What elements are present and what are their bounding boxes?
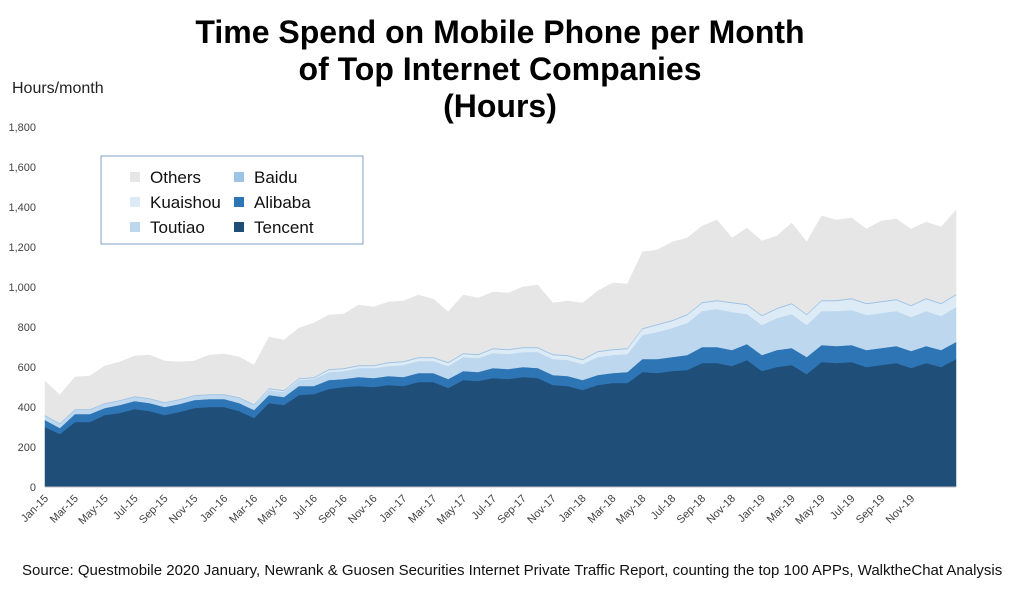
x-tick-label: Nov-18 xyxy=(705,493,739,527)
x-tick-label: Jan-17 xyxy=(377,493,409,525)
y-tick-label: 1,200 xyxy=(8,242,36,254)
y-tick-label: 800 xyxy=(18,322,36,334)
series-areas xyxy=(44,209,957,488)
y-tick-label: 200 xyxy=(18,442,36,454)
x-tick-label: May-16 xyxy=(256,493,290,527)
legend-label-tencent: Tencent xyxy=(254,218,314,237)
x-tick-label: Mar-16 xyxy=(227,493,260,526)
chart-title: Time Spend on Mobile Phone per Month of … xyxy=(195,14,805,124)
legend-swatch-alibaba xyxy=(234,197,244,207)
x-tick-label: Mar-15 xyxy=(48,493,81,526)
y-axis-label: Hours/month xyxy=(12,80,104,97)
legend-swatch-others xyxy=(130,172,140,182)
legend-label-alibaba: Alibaba xyxy=(254,193,311,212)
x-tick-label: May-18 xyxy=(614,493,648,527)
legend: Others Baidu Kuaishou Alibaba Toutiao Tencent xyxy=(100,155,364,245)
x-tick-label: Mar-19 xyxy=(765,493,798,526)
x-tick-label: Nov-16 xyxy=(346,493,380,527)
x-tick-label: Sep-17 xyxy=(495,493,529,527)
x-tick-label: May-19 xyxy=(793,493,827,527)
x-tick-label: Nov-19 xyxy=(884,493,918,527)
x-tick-label: Jan-15 xyxy=(19,493,51,525)
legend-label-toutiao: Toutiao xyxy=(150,218,205,237)
x-tick-label: Sep-15 xyxy=(137,493,171,527)
y-tick-label: 1,400 xyxy=(8,202,36,214)
legend-label-baidu: Baidu xyxy=(254,168,297,187)
y-tick-label: 600 xyxy=(18,362,36,374)
x-tick-label: Nov-15 xyxy=(167,493,201,527)
y-ticks: 0 200 400 600 800 1,000 1,200 1,400 1,600 1,800 xyxy=(8,122,36,494)
legend-swatch-kuaishou xyxy=(130,197,140,207)
legend-box xyxy=(100,155,364,245)
x-tick-label: Sep-18 xyxy=(675,493,709,527)
y-tick-label: 1,800 xyxy=(8,122,36,134)
area-others xyxy=(44,209,957,424)
y-tick-label: 0 xyxy=(30,482,36,494)
legend-swatch-toutiao xyxy=(130,222,140,232)
x-tick-label: Mar-17 xyxy=(406,493,439,526)
source-note: Source: Questmobile 2020 January, Newran… xyxy=(22,562,1003,579)
x-tick-label: Mar-18 xyxy=(586,493,619,526)
x-tick-label: Sep-19 xyxy=(854,493,888,527)
x-tick-label: Nov-17 xyxy=(525,493,559,527)
x-tick-label: May-17 xyxy=(435,493,469,527)
x-tick-label: Jan-19 xyxy=(736,493,768,525)
x-tick-label: Sep-16 xyxy=(316,493,350,527)
x-tick-label: Jan-18 xyxy=(556,493,588,525)
legend-label-others: Others xyxy=(150,168,201,187)
legend-swatch-baidu xyxy=(234,172,244,182)
y-tick-label: 400 xyxy=(18,402,36,414)
legend-label-kuaishou: Kuaishou xyxy=(150,193,221,212)
x-tick-label: May-15 xyxy=(76,493,110,527)
y-tick-label: 1,000 xyxy=(8,282,36,294)
y-tick-label: 1,600 xyxy=(8,162,36,174)
legend-swatch-tencent xyxy=(234,222,244,232)
x-tick-label: Jan-16 xyxy=(198,493,230,525)
